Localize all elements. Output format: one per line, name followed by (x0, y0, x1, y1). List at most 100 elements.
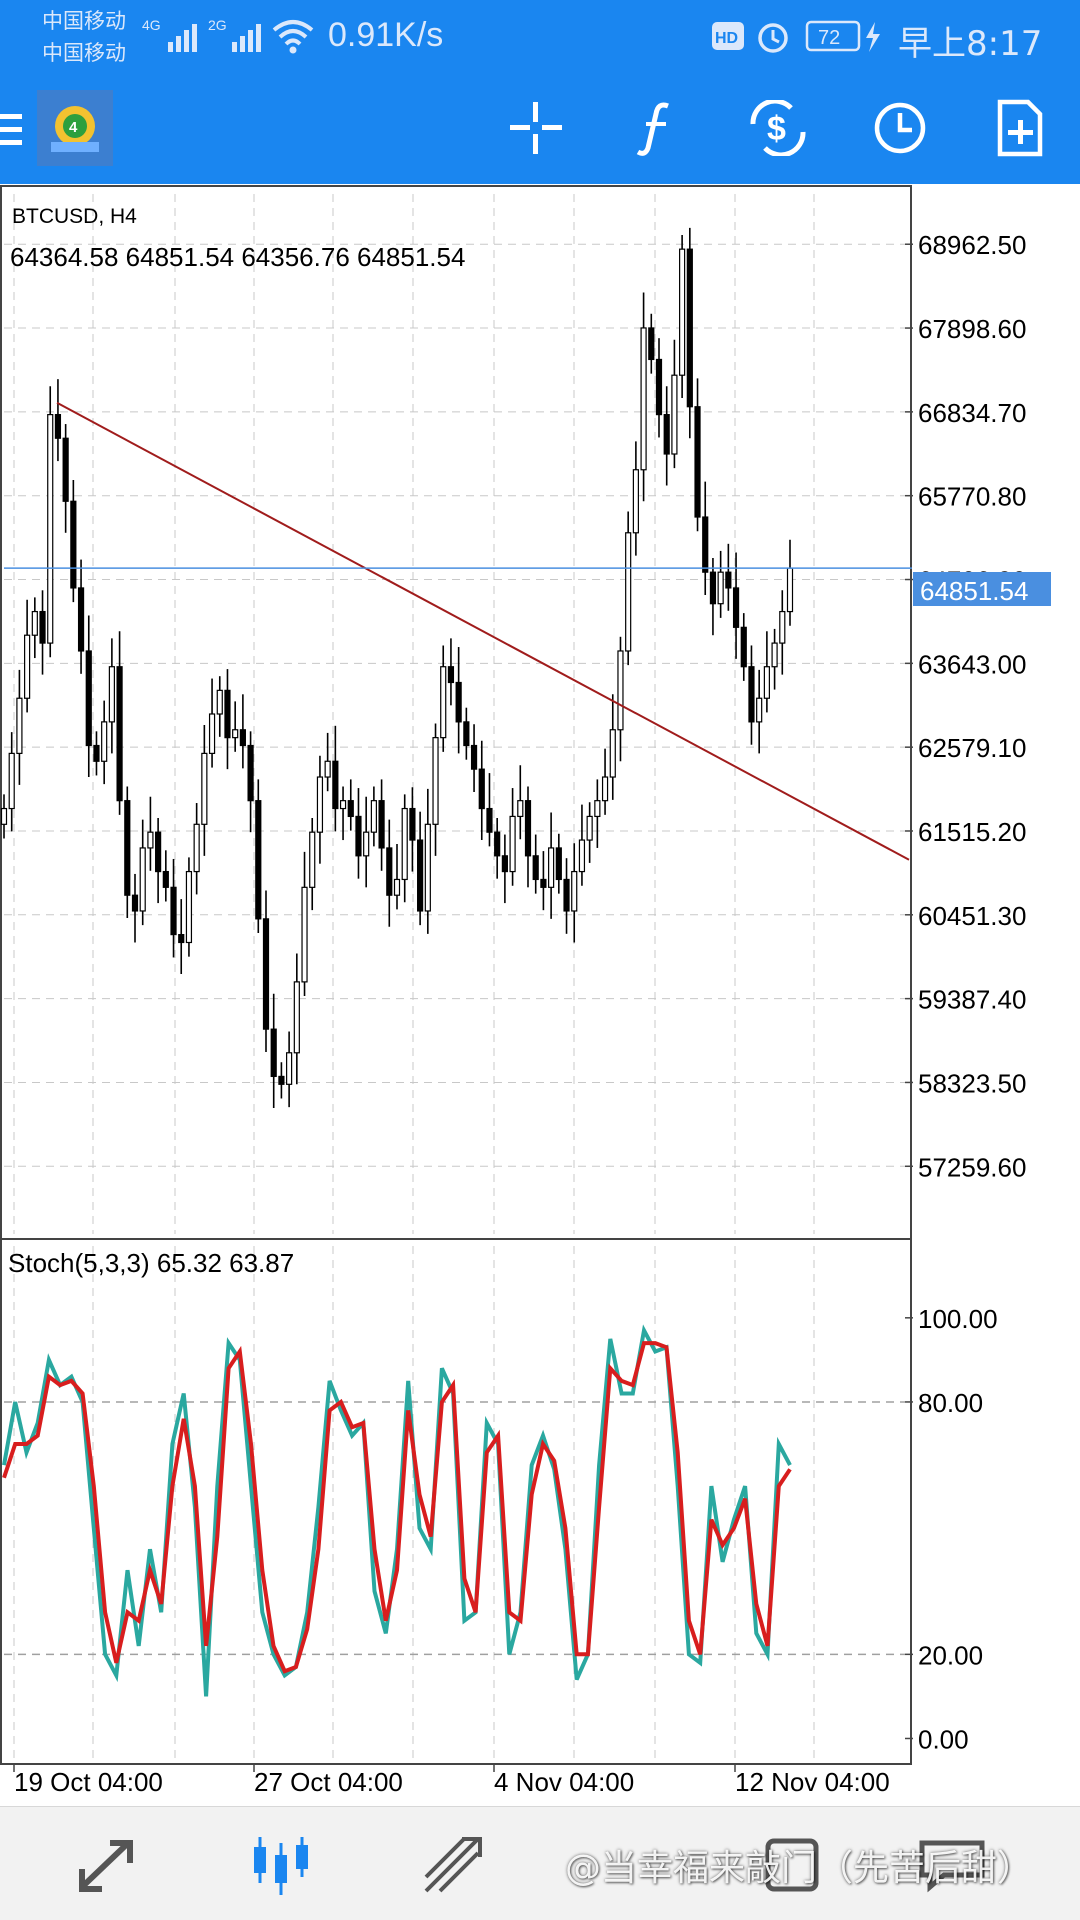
symbol-label: BTCUSD, H4 (12, 205, 137, 228)
candle-body (39, 610, 46, 644)
candle-body (694, 406, 701, 518)
candle-body (85, 650, 92, 747)
candle-body (155, 831, 162, 873)
current-price-label: 64851.54 (920, 576, 1028, 606)
candle-body (324, 760, 331, 778)
candle-body (740, 626, 747, 668)
app-logo-icon[interactable]: 4 (37, 90, 113, 166)
candle-body (540, 878, 547, 888)
candle-body (262, 918, 270, 1030)
candle-body (178, 934, 185, 944)
indicator-grid (4, 1246, 905, 1759)
candle-body (424, 823, 431, 912)
candle-body (625, 532, 632, 652)
candle-body (663, 414, 670, 455)
candle-body (486, 807, 493, 833)
candle-body (463, 721, 470, 747)
price-label: 57259.60 (918, 1152, 1026, 1182)
chart-canvas[interactable]: 68962.5067898.6066834.7065770.8064706.90… (0, 184, 1080, 1804)
candle-body (16, 697, 23, 754)
candle-body (270, 1028, 277, 1078)
chart-icon[interactable] (248, 1833, 314, 1897)
candle-body (748, 666, 755, 723)
candle-body (208, 713, 216, 754)
indicators-icon[interactable] (632, 100, 682, 156)
candle-body (239, 729, 246, 747)
candle-body (370, 800, 377, 833)
candle-body (0, 807, 8, 825)
candle-body (555, 847, 562, 881)
candle-body (640, 327, 647, 471)
candle-body (101, 721, 108, 762)
candle-body (24, 634, 31, 699)
price-grid (4, 194, 905, 1234)
time-label: 19 Oct 04:00 (14, 1767, 163, 1797)
price-label: 68962.50 (918, 230, 1026, 260)
trade-nav-icon[interactable] (422, 1835, 484, 1895)
candle-body (232, 729, 239, 739)
net-type-2: 2G (208, 17, 227, 33)
time-label: 27 Oct 04:00 (254, 1767, 403, 1797)
candle-body (332, 760, 339, 810)
candle-body (170, 886, 177, 936)
battery-level: 72 (818, 27, 840, 49)
candle-body (586, 815, 593, 841)
price-label: 63643.00 (918, 649, 1026, 679)
candle-body (455, 681, 462, 723)
indicator-axis-labels: 100.00 80.00 20.00 0.00 (905, 1304, 998, 1754)
candle-body (77, 587, 85, 652)
candlesticks (0, 227, 794, 1108)
candle-body (447, 666, 455, 684)
candle-body (432, 737, 439, 825)
trade-icon[interactable]: $ (745, 100, 811, 156)
battery-icon (805, 20, 861, 52)
net-type-1: 4G (142, 17, 161, 33)
history-icon[interactable] (764, 1837, 820, 1893)
candle-body (47, 414, 54, 644)
candle-body (578, 839, 586, 873)
chart-area[interactable]: 68962.5067898.6066834.7065770.8064706.90… (0, 184, 1080, 1804)
price-label: 61515.20 (918, 817, 1026, 847)
candle-body (54, 414, 62, 439)
candle-body (671, 374, 678, 455)
candle-body (501, 855, 508, 873)
new-order-icon[interactable] (996, 98, 1046, 158)
messages-icon[interactable] (912, 1835, 992, 1895)
time-label: 12 Nov 04:00 (735, 1767, 890, 1797)
current-price-badge (913, 572, 1051, 606)
candle-body (702, 516, 709, 573)
toolbar: 4 $ (0, 78, 1080, 184)
carrier-label-2: 中国移动 (42, 41, 126, 65)
candle-body (686, 248, 693, 408)
candle-body (763, 666, 770, 699)
candle-body (417, 839, 424, 912)
candle-body (8, 752, 15, 810)
carrier-label-1: 中国移动 (42, 9, 126, 33)
crosshair-icon[interactable] (508, 100, 564, 156)
candle-body (139, 847, 146, 912)
candle-body (756, 697, 763, 723)
level-label: 20.00 (918, 1640, 983, 1670)
candle-body (116, 666, 123, 802)
candle-body (601, 776, 609, 802)
price-label: 60451.30 (918, 901, 1026, 931)
menu-icon[interactable] (0, 108, 26, 152)
candle-body (224, 689, 231, 739)
candle-body (131, 894, 139, 912)
candle-body (162, 870, 169, 888)
candle-body (563, 878, 570, 912)
candle-body (571, 870, 578, 912)
quotes-icon[interactable] (76, 1837, 136, 1893)
candle-body (548, 847, 555, 888)
time-label: 4 Nov 04:00 (494, 1767, 634, 1797)
candle-body (617, 650, 624, 731)
clock: 早上8:17 (898, 24, 1043, 64)
candle-body (732, 587, 740, 628)
timeframe-icon[interactable] (872, 100, 928, 156)
candle-body (478, 768, 485, 810)
candle-body (632, 469, 639, 534)
candle-body (286, 1052, 293, 1085)
candle-body (93, 744, 100, 762)
ohlc-label: 64364.58 64851.54 64356.76 64851.54 (10, 242, 465, 272)
time-axis-labels: 19 Oct 04:00 27 Oct 04:00 4 Nov 04:00 12 No… (0, 1763, 912, 1797)
